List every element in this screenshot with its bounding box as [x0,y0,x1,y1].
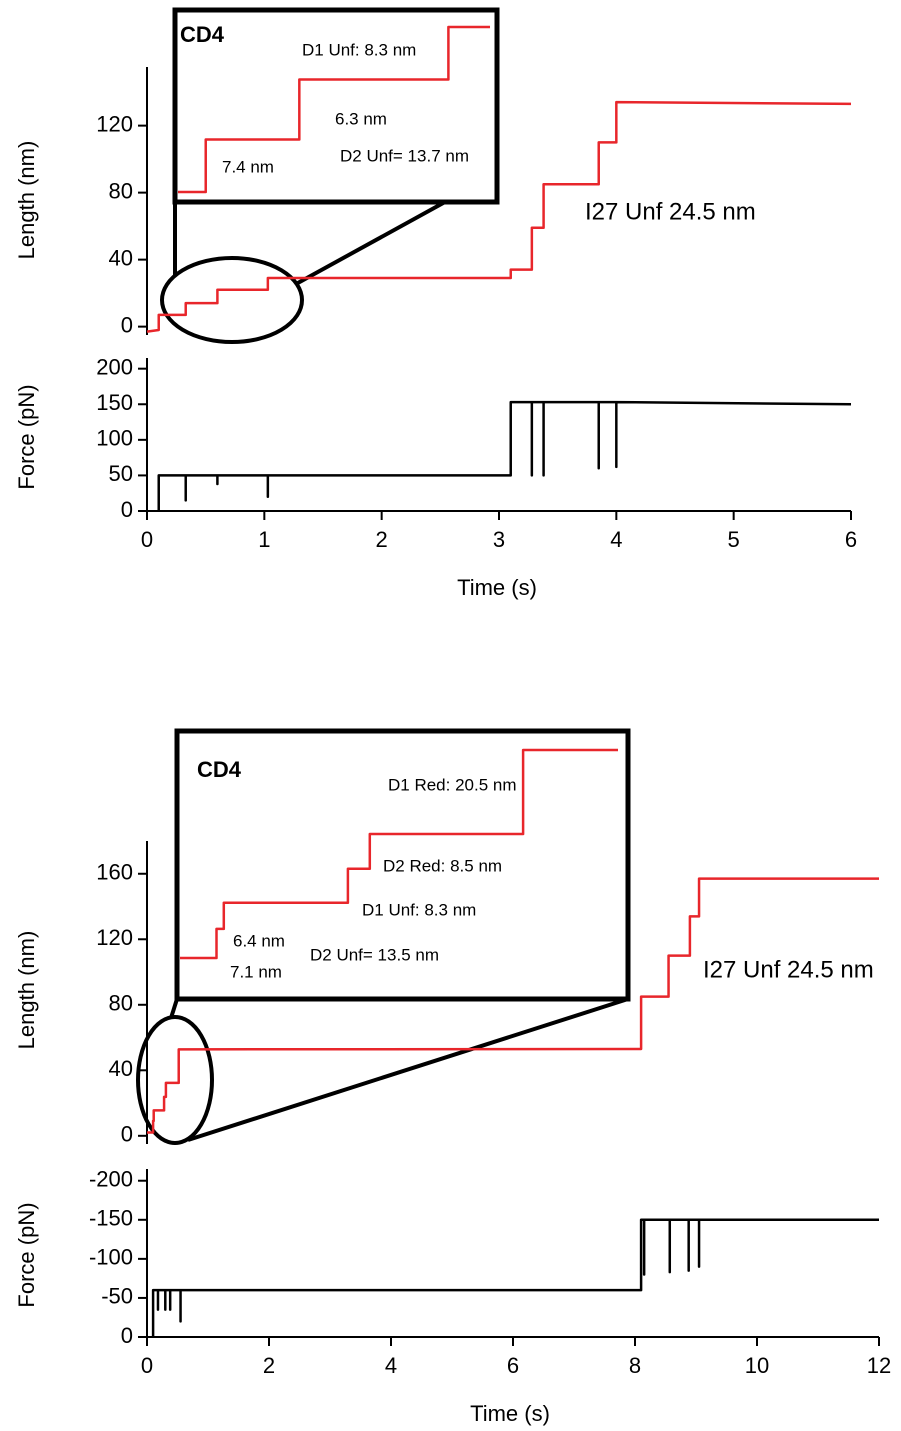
x-tick-label: 0 [141,1353,153,1378]
y-tick-label: 120 [96,111,133,136]
y-tick-label: 40 [109,1056,133,1081]
inset-trace [178,25,490,194]
y-tick-label: 50 [109,461,133,486]
trace [147,877,879,1134]
y-tick-label: 80 [109,178,133,203]
y-tick-label: 200 [96,354,133,379]
x-tick-label: 6 [845,527,857,552]
inset-annotation: D1 Red: 20.5 nm [388,775,517,794]
inset-box [174,728,631,1002]
zoom-line [169,998,179,1019]
y-tick-label: 0 [121,497,133,522]
trace [157,400,852,511]
x-axis-label: Time (s) [470,1401,550,1426]
y-axis-label: Force (pN) [14,1202,39,1307]
trace [151,1218,879,1337]
x-tick-label: 1 [258,527,270,552]
x-tick-label: 8 [629,1353,641,1378]
y-tick-label: 0 [121,1122,133,1147]
zoom-line [295,200,446,286]
inset-annotation: D2 Unf= 13.7 nm [340,146,469,165]
zoom-ellipse [136,1015,214,1145]
inset-annotation: D2 Red: 8.5 nm [383,856,502,875]
y-tick-label: -50 [101,1284,133,1309]
zoom-ellipse [160,256,304,344]
inset-title: CD4 [197,757,242,782]
x-tick-label: 2 [376,527,388,552]
x-tick-label: 0 [141,527,153,552]
y-axis-label: Length (nm) [14,931,39,1050]
inset-trace [180,748,618,960]
x-tick-label: 12 [867,1353,891,1378]
y-tick-label: 0 [121,1323,133,1348]
x-tick-label: 3 [493,527,505,552]
x-tick-label: 5 [728,527,740,552]
y-tick-label: -150 [89,1206,133,1231]
y-tick-label: 40 [109,245,133,270]
inset-annotation: 7.4 nm [222,157,274,176]
y-tick-label: 100 [96,426,133,451]
inset-title: CD4 [180,22,225,47]
inset-annotation: 7.1 nm [230,962,282,981]
y-tick-label: 150 [96,390,133,415]
zoom-line [187,997,629,1142]
y-tick-label: -200 [89,1167,133,1192]
annotation: I27 Unf 24.5 nm [703,956,874,983]
y-tick-label: 80 [109,991,133,1016]
inset-annotation: D2 Unf= 13.5 nm [310,945,439,964]
x-tick-label: 6 [507,1353,519,1378]
x-tick-label: 10 [745,1353,769,1378]
inset-annotation: 6.3 nm [335,109,387,128]
x-tick-label: 2 [263,1353,275,1378]
y-tick-label: -100 [89,1245,133,1270]
x-tick-label: 4 [385,1353,397,1378]
inset-box [172,7,500,205]
y-axis-label: Force (pN) [14,384,39,489]
annotation: I27 Unf 24.5 nm [585,198,756,225]
x-axis-label: Time (s) [457,575,537,600]
x-tick-label: 4 [610,527,622,552]
trace [146,100,852,333]
y-tick-label: 0 [121,312,133,337]
inset-annotation: D1 Unf: 8.3 nm [362,900,476,919]
inset-annotation: D1 Unf: 8.3 nm [302,40,416,59]
inset-annotation: 6.4 nm [233,931,285,950]
y-tick-label: 160 [96,860,133,885]
y-axis-label: Length (nm) [14,141,39,260]
y-tick-label: 120 [96,925,133,950]
